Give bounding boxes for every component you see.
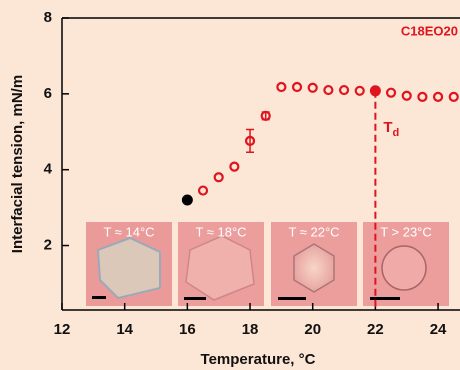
data-point [199, 187, 207, 195]
scale-bar [92, 296, 106, 299]
data-point [340, 86, 348, 94]
x-tick-label: 22 [367, 321, 384, 338]
y-tick-label: 2 [44, 237, 52, 254]
chart-title: C18EO20 [401, 23, 458, 38]
data-point [356, 87, 364, 95]
insets: T ≈ 14°C T ≈ 18°C T ≈ 22°C T > 23°C [86, 222, 449, 306]
inset-label: T ≈ 18°C [195, 224, 246, 239]
y-axis-label: Interfacial tension, mN/m [9, 75, 26, 253]
data-point [215, 173, 223, 181]
data-point [293, 83, 301, 91]
x-tick-label: 18 [242, 321, 259, 338]
threshold-label-main: T [383, 119, 392, 136]
data-point [309, 84, 317, 92]
threshold-label-sub: d [393, 127, 400, 139]
data-point [182, 195, 192, 205]
data-point [403, 92, 411, 100]
data-point [324, 86, 332, 94]
threshold-label: Td [383, 119, 399, 139]
data-point [434, 93, 442, 101]
x-tick-label: 24 [430, 321, 447, 338]
data-point [370, 86, 380, 96]
x-tick-label: 14 [116, 321, 133, 338]
inset-label: T ≈ 22°C [288, 224, 339, 239]
y-tick-label: 8 [44, 9, 52, 26]
scale-bar [278, 297, 306, 300]
y-tick-label: 6 [44, 85, 52, 102]
droplet [382, 246, 426, 290]
y-tick-label: 4 [44, 161, 53, 178]
x-tick-label: 20 [304, 321, 321, 338]
inset-label: T > 23°C [380, 224, 432, 239]
data-point [418, 93, 426, 101]
scale-bar [184, 297, 206, 300]
data-point [230, 163, 238, 171]
x-tick-label: 12 [54, 321, 71, 338]
data-point [450, 93, 458, 101]
x-axis-label: Temperature, °C [201, 351, 316, 368]
inset-label: T ≈ 14°C [103, 224, 154, 239]
data-point [277, 83, 285, 91]
x-tick-label: 16 [179, 321, 196, 338]
scale-bar [370, 297, 400, 300]
chart: T ≈ 14°C T ≈ 18°C T ≈ 22°C T > 23°C C18E… [0, 0, 460, 370]
data-point [387, 89, 395, 97]
